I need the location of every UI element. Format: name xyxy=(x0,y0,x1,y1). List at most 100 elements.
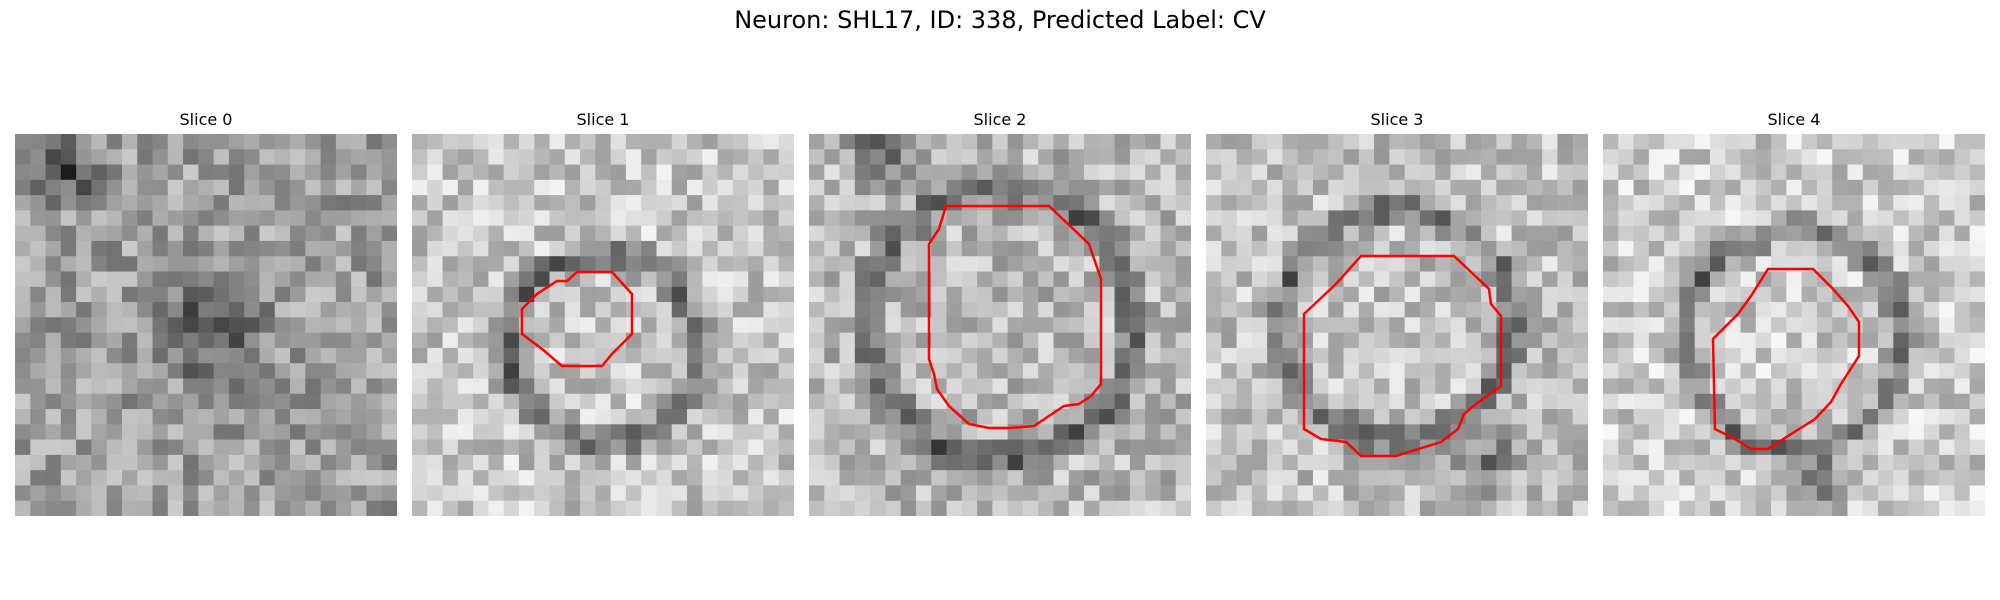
pixel xyxy=(1511,256,1528,273)
pixel xyxy=(1068,256,1085,273)
pixel xyxy=(15,363,31,380)
pixel xyxy=(1038,134,1055,150)
pixel xyxy=(1022,286,1039,303)
pixel xyxy=(1648,179,1665,196)
pixel xyxy=(687,439,703,456)
pixel xyxy=(1450,485,1467,502)
pixel xyxy=(809,470,825,487)
pixel xyxy=(1786,454,1803,471)
pixel xyxy=(30,225,47,242)
grayscale-texture xyxy=(809,134,1191,516)
pixel xyxy=(1068,210,1085,227)
pixel xyxy=(1603,347,1619,364)
pixel xyxy=(198,210,215,227)
pixel xyxy=(1236,470,1253,487)
pixel xyxy=(1557,210,1574,227)
pixel xyxy=(961,439,978,456)
pixel xyxy=(610,500,627,516)
pixel xyxy=(1282,500,1299,516)
pixel xyxy=(1160,439,1177,456)
pixel xyxy=(1832,256,1849,273)
pixel xyxy=(1542,424,1559,441)
pixel xyxy=(1374,332,1390,349)
pixel xyxy=(1328,393,1345,410)
pixel xyxy=(1786,179,1803,196)
pixel xyxy=(1450,210,1467,227)
pixel xyxy=(1206,240,1222,257)
pixel xyxy=(244,286,261,303)
pixel xyxy=(213,424,230,441)
pixel xyxy=(1297,470,1314,487)
pixel xyxy=(1435,240,1452,257)
pixel xyxy=(442,500,459,516)
pixel xyxy=(305,378,322,395)
pixel xyxy=(1282,393,1299,410)
pixel xyxy=(778,179,794,196)
pixel xyxy=(1221,347,1238,364)
pixel xyxy=(1175,210,1191,227)
pixel xyxy=(1496,439,1513,456)
pixel xyxy=(1816,210,1833,227)
pixel xyxy=(824,332,841,349)
pixel xyxy=(473,332,489,349)
pixel xyxy=(1771,378,1787,395)
pixel xyxy=(778,240,794,257)
pixel xyxy=(442,347,459,364)
pixel xyxy=(1297,256,1314,273)
pixel xyxy=(641,485,658,502)
pixel xyxy=(1511,485,1528,502)
pixel xyxy=(1816,149,1833,166)
pixel xyxy=(778,149,794,166)
pixel xyxy=(1038,332,1055,349)
pixel xyxy=(1969,332,1985,349)
pixel xyxy=(1496,424,1513,441)
pixel xyxy=(121,271,138,288)
pixel xyxy=(1374,286,1390,303)
pixel xyxy=(778,332,794,349)
pixel xyxy=(228,485,245,502)
pixel xyxy=(60,149,77,166)
pixel xyxy=(1725,210,1742,227)
pixel xyxy=(198,393,215,410)
slice-panel-2: Slice 2 xyxy=(809,0,1191,600)
pixel xyxy=(1939,302,1956,318)
pixel xyxy=(1221,286,1238,303)
pixel xyxy=(1328,317,1345,334)
pixel xyxy=(290,134,306,150)
pixel xyxy=(580,179,596,196)
pixel xyxy=(1603,179,1619,196)
pixel xyxy=(442,393,459,410)
pixel xyxy=(1389,393,1406,410)
pixel xyxy=(839,500,856,516)
pixel xyxy=(1801,500,1818,516)
pixel xyxy=(1572,225,1588,242)
pixel xyxy=(1282,271,1299,288)
pixel xyxy=(1251,454,1268,471)
pixel xyxy=(335,256,352,273)
pixel xyxy=(320,271,337,288)
pixel xyxy=(488,363,505,380)
pixel xyxy=(1160,134,1177,150)
pixel xyxy=(1389,149,1406,166)
pixel xyxy=(748,439,765,456)
pixel xyxy=(977,470,993,487)
pixel xyxy=(1129,240,1146,257)
pixel xyxy=(595,179,612,196)
pixel xyxy=(1755,485,1772,502)
pixel xyxy=(1740,363,1757,380)
pixel xyxy=(549,302,566,318)
pixel xyxy=(1618,240,1635,257)
pixel xyxy=(1648,470,1665,487)
pixel xyxy=(442,439,459,456)
pixel xyxy=(244,378,261,395)
pixel xyxy=(1923,409,1940,425)
pixel xyxy=(488,286,505,303)
pixel xyxy=(152,393,169,410)
pixel xyxy=(137,271,154,288)
pixel xyxy=(580,134,596,150)
pixel xyxy=(1282,225,1299,242)
pixel xyxy=(121,347,138,364)
pixel xyxy=(290,363,306,380)
pixel xyxy=(1969,195,1985,211)
pixel xyxy=(1343,470,1360,487)
